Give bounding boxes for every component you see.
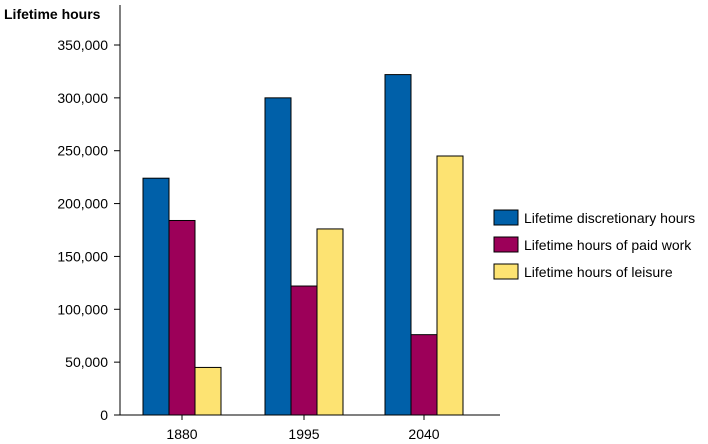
x-tick-label: 1880 <box>166 426 197 442</box>
y-tick-label: 350,000 <box>57 37 108 53</box>
legend-swatch <box>493 209 519 226</box>
y-tick-label: 0 <box>100 407 108 423</box>
bar-1995-series-3 <box>316 228 344 416</box>
x-tick-label: 2040 <box>408 426 439 442</box>
bar-1995-series-2 <box>290 285 318 416</box>
bar-1880-series-2 <box>168 219 196 416</box>
bar-1995-series-1 <box>264 97 292 416</box>
y-tick-label: 150,000 <box>57 248 108 264</box>
legend-label: Lifetime discretionary hours <box>524 210 695 226</box>
legend-label: Lifetime hours of leisure <box>524 264 673 280</box>
bar-2040-series-1 <box>384 74 412 416</box>
y-tick-label: 50,000 <box>65 354 108 370</box>
y-tick-label: 200,000 <box>57 196 108 212</box>
legend-swatch <box>493 263 519 280</box>
bar-1880-series-3 <box>194 366 222 416</box>
legend-swatch <box>493 236 519 253</box>
legend-label: Lifetime hours of paid work <box>524 237 692 253</box>
y-tick-label: 100,000 <box>57 301 108 317</box>
bar-1880-series-1 <box>142 177 170 416</box>
bar-2040-series-2 <box>410 334 438 416</box>
bar-2040-series-3 <box>436 155 464 416</box>
y-tick-label: 300,000 <box>57 90 108 106</box>
x-tick-label: 1995 <box>288 426 319 442</box>
y-axis-label: Lifetime hours <box>4 6 101 22</box>
y-tick-label: 250,000 <box>57 143 108 159</box>
